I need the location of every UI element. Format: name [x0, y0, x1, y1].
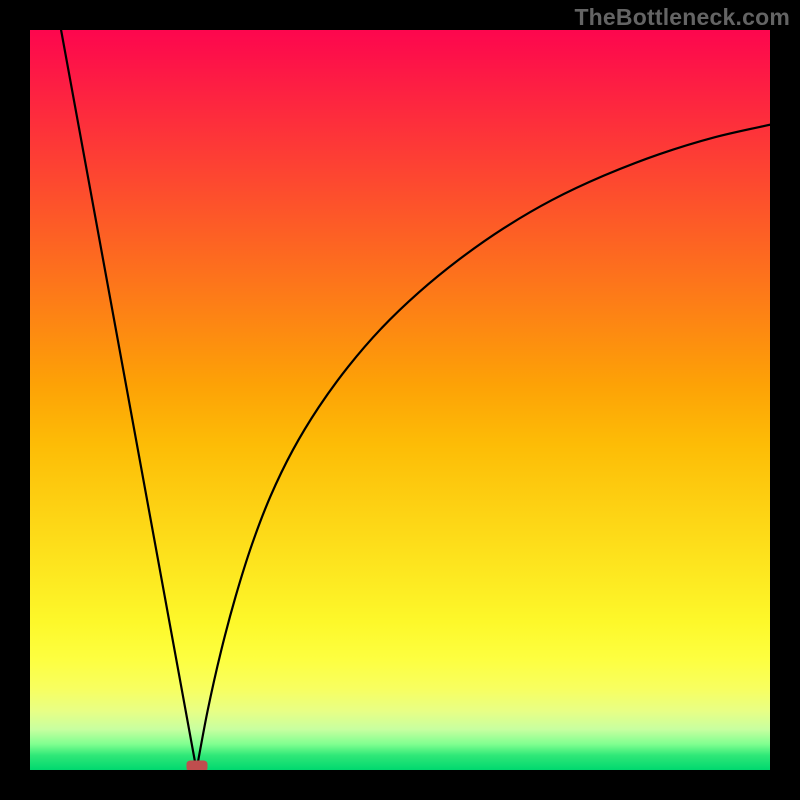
- watermark-text: TheBottleneck.com: [574, 4, 790, 31]
- min-marker: [186, 761, 207, 770]
- curve-svg: [30, 30, 770, 770]
- bottleneck-curve: [61, 30, 770, 770]
- plot-area: [30, 30, 770, 770]
